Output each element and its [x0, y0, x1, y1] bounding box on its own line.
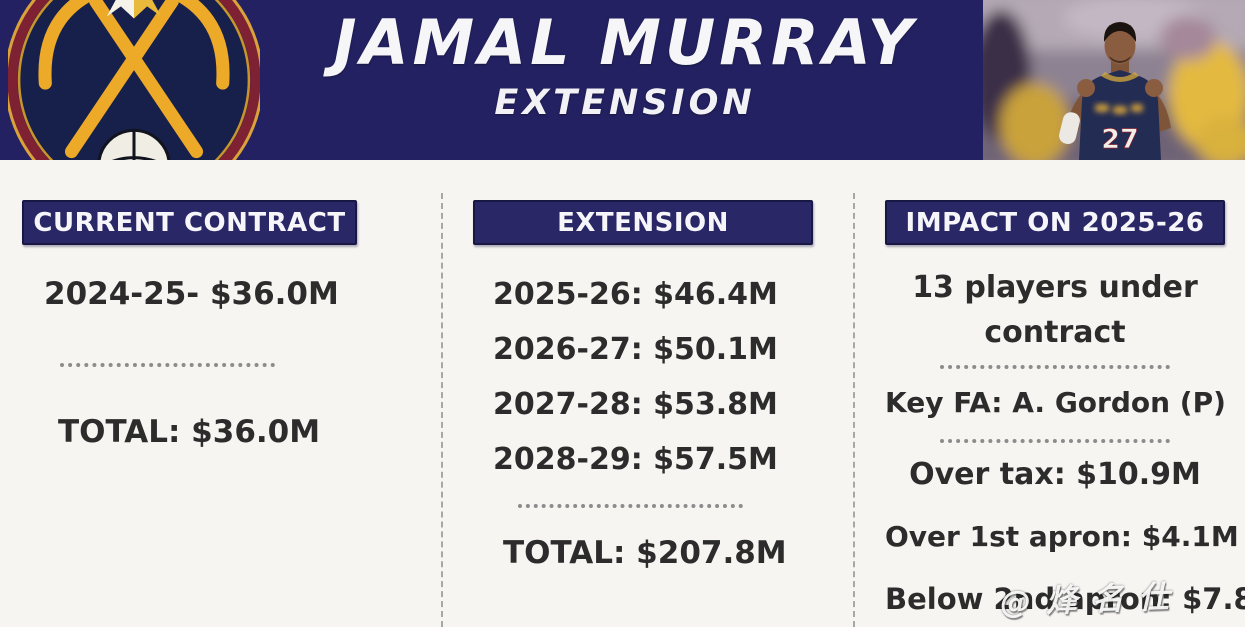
jamal-murray-photo: 27: [983, 0, 1245, 160]
impact-column: IMPACT ON 2025-26 13 players under contr…: [885, 200, 1245, 619]
current-contract-header: CURRENT CONTRACT: [22, 200, 357, 245]
salary-row-2024-25: 2024-25- $36.0M: [44, 276, 339, 312]
extension-column: EXTENSION 2025-26: $46.4M 2026-27: $50.1…: [473, 200, 813, 574]
page-title: JAMAL MURRAY: [333, 6, 917, 79]
current-contract-column: CURRENT CONTRACT 2024-25- $36.0M TOTAL: …: [22, 200, 357, 453]
denver-nuggets-logo-icon: [8, 0, 260, 160]
key-free-agent: Key FA: A. Gordon (P): [885, 386, 1226, 419]
salary-row-2026-27: 2026-27: $50.1M: [493, 332, 778, 367]
over-first-apron-amount: Over 1st apron: $4.1M: [885, 520, 1239, 553]
over-tax-amount: Over tax: $10.9M: [909, 457, 1201, 492]
header-titles: JAMAL MURRAY EXTENSION: [300, 0, 950, 160]
impact-header: IMPACT ON 2025-26: [885, 200, 1225, 245]
salary-row-2028-29: 2028-29: $57.5M: [493, 442, 778, 477]
column-divider: [853, 193, 855, 627]
players-under-contract: 13 players under contract: [912, 270, 1198, 350]
extension-header: EXTENSION: [473, 200, 813, 245]
header-banner: JAMAL MURRAY EXTENSION: [0, 0, 1245, 160]
dotted-divider: [940, 439, 1170, 443]
dotted-divider: [60, 363, 275, 367]
jersey-wordmark: [1095, 104, 1143, 114]
below-second-apron-amount: Below 2nd apron: $7.8M: [885, 582, 1245, 616]
page-subtitle: EXTENSION: [494, 83, 756, 123]
dotted-divider: [518, 504, 743, 508]
player-figure: 27: [1059, 22, 1171, 160]
current-contract-total: TOTAL: $36.0M: [58, 414, 321, 450]
column-divider: [441, 193, 443, 627]
salary-row-2025-26: 2025-26: $46.4M: [493, 277, 778, 312]
watermark: @烽名仕: [999, 578, 1185, 622]
extension-total: TOTAL: $207.8M: [503, 535, 787, 571]
salary-row-2027-28: 2027-28: $53.8M: [493, 387, 778, 422]
jersey-number: 27: [1101, 124, 1139, 155]
dotted-divider: [940, 365, 1170, 369]
